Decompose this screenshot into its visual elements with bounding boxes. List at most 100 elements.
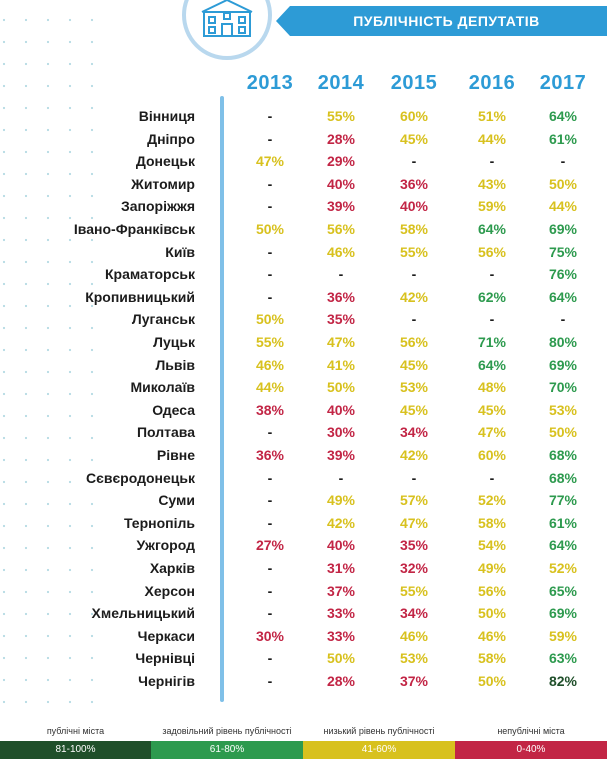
table-cell: 70% (548, 379, 578, 396)
table-cell: - (560, 153, 566, 170)
table-cell: 43% (477, 175, 507, 192)
table-cell: - (267, 492, 273, 509)
table-cell: 37% (399, 673, 429, 689)
table-cell: 80% (548, 334, 578, 350)
table-cell: 39% (326, 447, 356, 463)
table-cell: - (411, 266, 417, 283)
table-cell: 68% (548, 447, 578, 463)
table-cell: 53% (399, 379, 429, 396)
year-header-2017: 2017 (539, 72, 587, 94)
table-cell: - (267, 605, 273, 622)
table-cell: - (267, 108, 273, 124)
table-cell: - (267, 266, 273, 283)
table-cell: 76% (548, 266, 578, 283)
table-cell: 50% (326, 650, 356, 667)
city-label: Краматорськ (104, 266, 195, 283)
table-cell: 57% (399, 492, 429, 509)
table-cell: 61% (548, 514, 578, 531)
city-label: Харків (149, 560, 195, 576)
table-cell: 64% (477, 356, 507, 373)
divider-line (220, 96, 224, 702)
table-cell: 33% (326, 605, 356, 622)
table-cell: 39% (326, 198, 356, 215)
legend-label: низький рівень публічності (323, 726, 435, 736)
table-cell: 40% (326, 401, 356, 418)
table-cell: 42% (399, 447, 429, 463)
table-cell: - (411, 469, 417, 486)
table-cell: 50% (477, 605, 507, 622)
table-cell: - (267, 514, 273, 531)
year-header-2014: 2014 (317, 72, 365, 94)
table-cell: 55% (326, 108, 356, 124)
table-cell: 56% (477, 243, 507, 260)
table-cell: 59% (477, 198, 507, 215)
page-title: ПУБЛІЧНІСТЬ ДЕПУТАТІВ (353, 13, 540, 29)
table-cell: - (338, 266, 344, 283)
table-cell: - (267, 424, 273, 441)
legend-label: публічні міста (46, 726, 105, 736)
table-cell: 27% (255, 537, 285, 554)
table-cell: 50% (326, 379, 356, 396)
city-label: Хмельницький (91, 605, 195, 622)
table-cell: 28% (326, 130, 356, 147)
table-cell: 34% (399, 605, 429, 622)
table-cell: 69% (548, 356, 578, 373)
table-cell: 41% (326, 356, 356, 373)
table-cell: 55% (399, 243, 429, 260)
title-banner: ПУБЛІЧНІСТЬ ДЕПУТАТІВ (276, 6, 607, 36)
city-label: Київ (165, 243, 195, 260)
city-label: Чернігів (138, 673, 195, 689)
table-cell: 54% (477, 537, 507, 554)
city-label: Миколаїв (130, 379, 195, 396)
table-cell: 50% (255, 221, 285, 237)
table-cell: - (267, 650, 273, 667)
table-cell: 44% (477, 130, 507, 147)
city-label: Одеса (152, 401, 195, 418)
table-cell: 55% (399, 582, 429, 599)
table-cell: 45% (477, 401, 507, 418)
city-label: Тернопіль (123, 514, 195, 531)
city-label: Запоріжжя (120, 198, 195, 215)
table-cell: - (338, 469, 344, 486)
table-cell: 58% (399, 221, 429, 237)
table-cell: 53% (548, 401, 578, 418)
legend-label: непублічні міста (497, 726, 565, 736)
table-cell: - (267, 175, 273, 192)
table-cell: 61% (548, 130, 578, 147)
table-cell: 58% (477, 650, 507, 667)
city-label: Суми (158, 492, 195, 509)
table-cell: 64% (548, 288, 578, 305)
city-label: Вінниця (138, 108, 195, 124)
table-cell: 46% (255, 356, 285, 373)
table-cell: 50% (548, 424, 578, 441)
city-label: Донецьк (135, 153, 195, 170)
table-cell: 49% (326, 492, 356, 509)
table-cell: 53% (399, 650, 429, 667)
table-cell: 40% (326, 175, 356, 192)
legend-swatch: 41-60% (303, 741, 455, 759)
table-cell: 56% (326, 221, 356, 237)
table-cell: 58% (477, 514, 507, 531)
table-cell: 56% (477, 582, 507, 599)
table-cell: 47% (326, 334, 356, 350)
city-label: Львів (155, 356, 195, 373)
table-cell: - (267, 243, 273, 260)
table-cell: 52% (477, 492, 507, 509)
table-cell: 71% (477, 334, 507, 350)
table-cell: 64% (548, 537, 578, 554)
table-cell: - (489, 153, 495, 170)
table-cell: - (267, 673, 273, 689)
table-cell: 50% (477, 673, 507, 689)
city-label: Чернівці (135, 650, 195, 667)
table-cell: 52% (548, 560, 578, 576)
legend-swatch: 81-100% (0, 741, 151, 759)
table-cell: 59% (548, 627, 578, 644)
table-cell: 28% (326, 673, 356, 689)
city-label: Ужгород (136, 537, 195, 554)
table-cell: 31% (326, 560, 356, 576)
table-cell: 69% (548, 605, 578, 622)
table-cell: 36% (326, 288, 356, 305)
table-cell: 35% (326, 311, 356, 328)
table-cell: 45% (399, 130, 429, 147)
